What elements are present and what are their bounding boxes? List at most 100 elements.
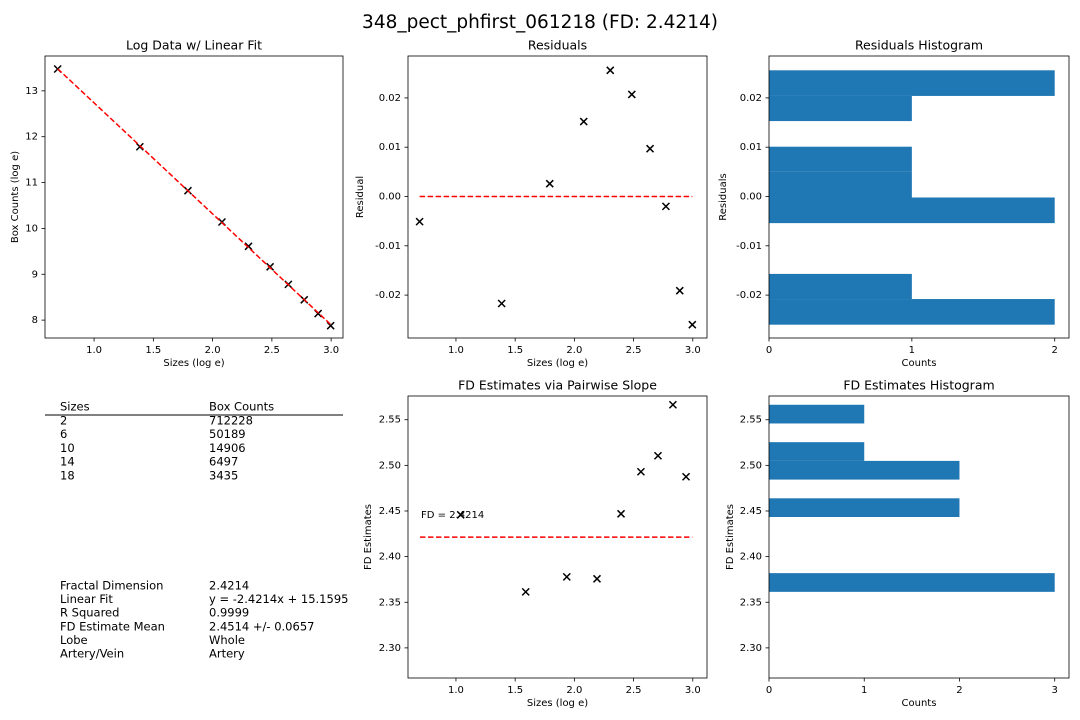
x-tick-label: 2 [956, 685, 962, 696]
point [653, 451, 663, 460]
x-tick-label: 1.0 [448, 345, 464, 356]
y-tick-label: 2.55 [740, 415, 762, 426]
y-tick-label: 8 [32, 315, 38, 326]
figure-title: 348_pect_phfirst_061218 (FD: 2.4214) [362, 12, 718, 33]
point [592, 574, 602, 583]
table-cell: 18 [60, 468, 75, 482]
y-tick-label: 13 [25, 86, 38, 97]
y-axis-label: Residuals [718, 173, 729, 220]
y-tick-label: 0.02 [740, 93, 762, 104]
point [606, 66, 615, 75]
point [682, 472, 691, 481]
point [497, 299, 506, 308]
bar [769, 404, 865, 424]
point [675, 286, 684, 295]
x-tick-label: 3.0 [685, 345, 701, 356]
table-cell: 10 [60, 441, 75, 455]
chart-title: Residuals [528, 38, 587, 53]
y-tick-label: 10 [25, 223, 38, 234]
point [579, 117, 588, 126]
info-cell: Whole [209, 633, 245, 647]
y-tick-label: 0.02 [379, 93, 401, 104]
info-cell: Artery/Vein [60, 647, 124, 661]
annotation: FD = 2.4214 [421, 510, 484, 521]
chart-title: Residuals Histogram [855, 38, 983, 53]
x-tick-label: 0 [766, 685, 772, 696]
info-cell: 2.4214 [209, 579, 249, 593]
y-axis-label: Box Counts (log e) [10, 151, 21, 243]
y-tick-label: 12 [25, 132, 38, 143]
y-tick-label: 2.35 [379, 597, 401, 608]
bar [769, 460, 960, 480]
x-axis-label: Sizes (log e) [527, 358, 588, 369]
info-cell: y = -2.4214x + 15.1595 [209, 592, 348, 606]
y-tick-label: 0.00 [379, 192, 401, 203]
axes-frame [768, 395, 1070, 679]
x-axis-label: Sizes (log e) [163, 358, 224, 369]
table-cell: 6497 [209, 455, 238, 469]
axes-frame [44, 55, 344, 339]
x-axis-label: Counts [902, 358, 937, 369]
point [636, 467, 645, 476]
y-tick-label: 0.00 [740, 192, 762, 203]
point [415, 217, 424, 226]
point [616, 509, 626, 518]
x-tick-label: 1.0 [86, 345, 102, 356]
x-tick-label: 3.0 [685, 685, 701, 696]
bar [769, 70, 1055, 96]
bar [769, 171, 912, 198]
x-tick-label: 1.5 [507, 685, 523, 696]
x-tick-label: 2.5 [626, 345, 642, 356]
chart-title: FD Estimates via Pairwise Slope [458, 378, 657, 393]
y-axis-label: FD Estimates [363, 504, 374, 570]
info-cell: Artery [209, 647, 245, 661]
x-axis-label: Sizes (log e) [527, 698, 588, 709]
fit-line [57, 68, 332, 326]
point [661, 202, 670, 211]
point [545, 179, 554, 188]
y-tick-label: 2.50 [740, 460, 762, 471]
table-header: Box Counts [209, 400, 274, 414]
x-tick-label: 2.0 [566, 685, 582, 696]
table-cell: 2 [60, 414, 67, 428]
table-cell: 50189 [209, 427, 246, 441]
bar [769, 146, 912, 172]
bar [769, 573, 1055, 592]
y-tick-label: 2.40 [740, 552, 762, 563]
x-tick-label: 2.0 [205, 345, 221, 356]
x-tick-label: 2.0 [566, 345, 582, 356]
y-tick-label: 2.35 [740, 597, 762, 608]
y-tick-label: -0.02 [736, 290, 762, 301]
x-tick-label: 1.0 [448, 685, 464, 696]
chart-title: Log Data w/ Linear Fit [126, 38, 262, 53]
y-axis-label: FD Estimates [725, 504, 736, 570]
x-tick-label: 2 [1052, 345, 1058, 356]
y-tick-label: 0.01 [379, 142, 401, 153]
y-tick-label: 2.30 [379, 643, 401, 654]
table-header: Sizes [60, 400, 90, 414]
point [646, 144, 655, 153]
axes-frame [407, 55, 708, 339]
y-tick-label: -0.01 [375, 241, 401, 252]
x-tick-label: 3.0 [323, 345, 339, 356]
x-tick-label: 2.5 [264, 345, 280, 356]
y-tick-label: -0.02 [375, 290, 401, 301]
y-tick-label: 0.01 [740, 142, 762, 153]
y-axis-label: Residual [355, 176, 366, 218]
info-cell: Lobe [60, 633, 88, 647]
x-tick-label: 1.5 [145, 345, 161, 356]
y-tick-label: 11 [25, 178, 38, 189]
y-tick-label: 2.55 [379, 415, 401, 426]
y-tick-label: 9 [32, 269, 38, 280]
x-tick-label: 1 [861, 685, 867, 696]
info-cell: 0.9999 [209, 606, 249, 620]
axes-frame [407, 395, 708, 679]
table-cell: 712228 [209, 414, 253, 428]
bar [769, 197, 1055, 224]
x-tick-label: 3 [1052, 685, 1058, 696]
x-tick-label: 0 [766, 345, 772, 356]
point [688, 320, 697, 329]
bar [769, 95, 912, 122]
